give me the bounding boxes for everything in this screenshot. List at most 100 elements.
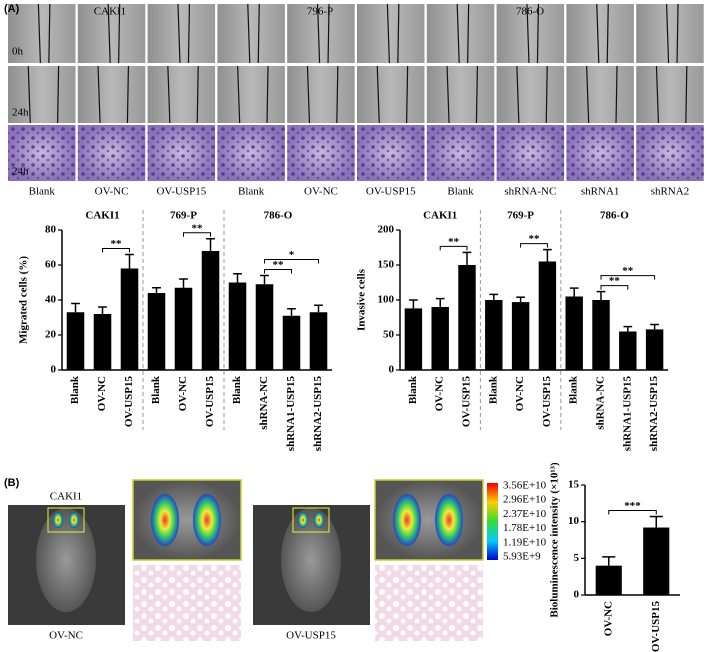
cell-line-label: CAKI1 xyxy=(94,6,126,18)
bar xyxy=(565,296,583,370)
bar xyxy=(228,282,247,370)
y-tick-label: 0 xyxy=(51,364,57,376)
significance-bracket xyxy=(608,510,657,515)
bar xyxy=(485,300,503,370)
bar xyxy=(645,329,664,370)
column-label: Blank xyxy=(238,186,265,198)
column-label: OV-USP15 xyxy=(366,186,416,198)
wound-image xyxy=(496,4,565,63)
y-tick-label: 40 xyxy=(45,294,57,306)
wound-image xyxy=(496,66,565,123)
zoom-image xyxy=(374,479,484,561)
y-tick-label: 80 xyxy=(45,224,57,236)
column-label: Blank xyxy=(447,186,474,198)
cell-line-label: 786-O xyxy=(516,6,544,18)
column-label: shRNA2 xyxy=(651,186,690,198)
wound-image xyxy=(217,66,285,123)
wound-edge xyxy=(655,65,660,124)
colorbar xyxy=(487,483,498,560)
transwell-cells xyxy=(77,125,146,181)
wound-edge xyxy=(118,3,121,64)
x-tick-label: OV-NC xyxy=(96,376,108,411)
significance-label: ** xyxy=(609,275,621,287)
group-label: 786-O xyxy=(600,210,629,222)
x-tick-label: Blank xyxy=(231,375,243,404)
x-tick-label: Blank xyxy=(150,375,162,404)
y-tick-label: 60 xyxy=(45,259,57,271)
signal xyxy=(151,494,179,546)
significance-bracket xyxy=(264,269,292,274)
wound-edge xyxy=(57,65,60,124)
zoom-image xyxy=(132,479,242,561)
bar xyxy=(592,300,610,370)
y-tick-label: 20 xyxy=(45,329,57,341)
colorbar-label: 1.78E+10 xyxy=(503,522,547,534)
wound-edge xyxy=(196,65,199,124)
x-tick-label: OV-USP15 xyxy=(650,601,662,652)
group-label: CAKI1 xyxy=(85,210,119,222)
wound-image xyxy=(217,4,285,63)
histology-image xyxy=(375,565,483,641)
mouse-body xyxy=(281,508,341,612)
image-grid xyxy=(8,3,704,641)
column-label: OV-USP15 xyxy=(156,186,206,198)
wound-edge xyxy=(97,65,101,124)
panel-label: (A) xyxy=(4,3,20,15)
wound-edge xyxy=(257,3,260,64)
x-tick-label: shRNA1-USP15 xyxy=(285,376,297,452)
wound-edge xyxy=(177,3,181,64)
x-tick-label: Blank xyxy=(568,375,580,404)
wound-edge xyxy=(266,65,269,124)
signal xyxy=(393,494,421,546)
bar xyxy=(643,527,670,595)
wound-edge xyxy=(446,65,450,124)
bar xyxy=(282,315,301,370)
significance-bracket xyxy=(600,285,629,290)
y-tick-label: 150 xyxy=(378,259,395,271)
wound-edge xyxy=(126,65,130,124)
wound-edge xyxy=(586,65,590,124)
x-tick-label: shRNA1-USP15 xyxy=(621,376,633,452)
wound-image xyxy=(77,66,146,123)
x-tick-label: OV-USP15 xyxy=(461,376,473,428)
x-tick-label: OV-NC xyxy=(602,601,614,636)
wound-edge xyxy=(187,3,191,64)
wound-image xyxy=(426,66,495,123)
y-tick-label: 50 xyxy=(383,329,395,341)
x-tick-label: shRNA2-USP15 xyxy=(648,376,660,452)
signal xyxy=(435,494,463,546)
wound-edge xyxy=(336,65,339,124)
significance-bracket xyxy=(102,248,130,253)
significance-bracket xyxy=(439,245,468,251)
transwell-cells xyxy=(147,125,216,181)
bar xyxy=(255,284,274,370)
wound-edge xyxy=(327,3,330,64)
x-tick-label: OV-NC xyxy=(514,376,526,411)
y-tick-label: 10 xyxy=(568,515,580,527)
transwell-cells xyxy=(8,125,76,181)
bar xyxy=(120,268,139,370)
significance-label: * xyxy=(289,249,295,261)
column-label: shRNA1 xyxy=(581,186,620,198)
x-tick-label: shRNA-NC xyxy=(258,376,270,430)
wound-edge xyxy=(397,3,400,64)
roi-box xyxy=(292,507,330,533)
transwell-cells xyxy=(566,125,634,181)
colorbar-label: 5.93E+9 xyxy=(503,551,541,563)
y-axis-label: Bioluminescence intensity (×10¹³) xyxy=(549,462,561,618)
wound-image xyxy=(8,4,76,63)
colorbar-label: 2.96E+10 xyxy=(503,494,547,506)
wound-edge xyxy=(376,65,380,124)
bar xyxy=(309,312,328,370)
wound-image xyxy=(77,4,146,63)
wound-edge xyxy=(516,65,520,124)
cell-line-label: 796-P xyxy=(307,6,333,18)
bar xyxy=(595,565,622,595)
significance-label: ** xyxy=(529,233,541,245)
significance-label: ** xyxy=(448,236,460,248)
y-axis-label: Migrated cells (%) xyxy=(18,256,30,344)
wound-edge xyxy=(306,65,311,124)
y-tick-label: 200 xyxy=(378,224,395,236)
wound-edge xyxy=(685,65,688,124)
